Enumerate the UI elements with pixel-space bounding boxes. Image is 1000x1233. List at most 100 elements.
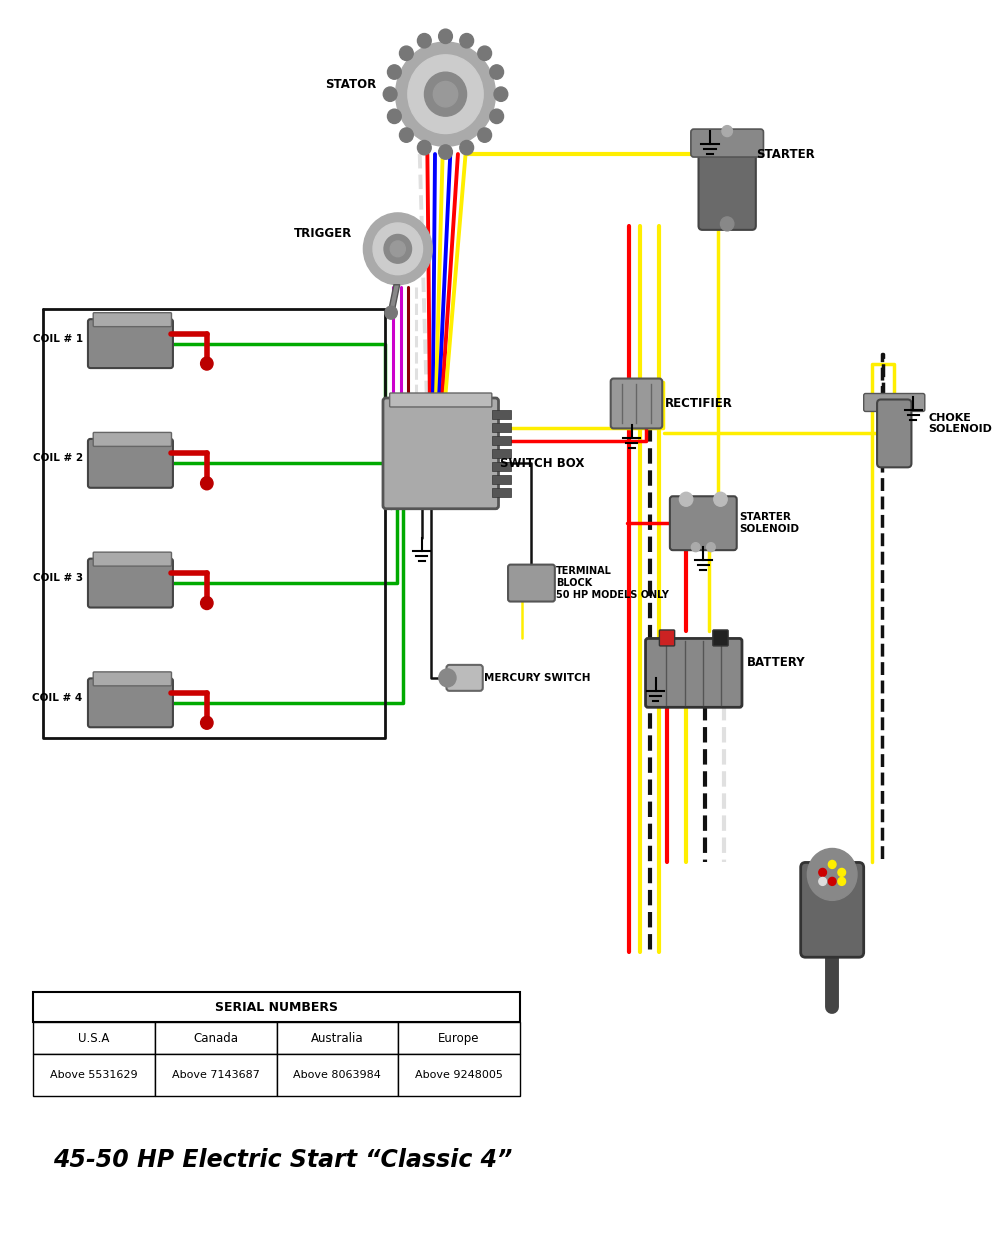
Text: Above 9248005: Above 9248005 — [415, 1070, 503, 1080]
Circle shape — [828, 878, 836, 885]
FancyBboxPatch shape — [398, 1022, 520, 1054]
Polygon shape — [388, 285, 400, 313]
FancyBboxPatch shape — [699, 145, 756, 229]
FancyBboxPatch shape — [93, 313, 171, 327]
FancyBboxPatch shape — [611, 379, 662, 428]
FancyBboxPatch shape — [877, 399, 911, 467]
Circle shape — [722, 126, 732, 137]
FancyBboxPatch shape — [801, 862, 864, 957]
Circle shape — [807, 848, 857, 900]
Circle shape — [439, 30, 452, 43]
Circle shape — [439, 668, 456, 687]
FancyBboxPatch shape — [446, 665, 483, 690]
Circle shape — [828, 861, 836, 868]
Text: COIL # 4: COIL # 4 — [32, 693, 83, 703]
Text: CHOKE
SOLENOID: CHOKE SOLENOID — [929, 413, 992, 434]
Circle shape — [460, 141, 474, 155]
FancyBboxPatch shape — [492, 488, 511, 497]
Text: TERMINAL
BLOCK
50 HP MODELS ONLY: TERMINAL BLOCK 50 HP MODELS ONLY — [556, 566, 669, 599]
FancyBboxPatch shape — [88, 559, 173, 608]
Circle shape — [819, 868, 826, 877]
FancyBboxPatch shape — [492, 462, 511, 471]
Text: Above 5531629: Above 5531629 — [50, 1070, 138, 1080]
FancyBboxPatch shape — [33, 1054, 155, 1096]
Text: MERCURY SWITCH: MERCURY SWITCH — [484, 673, 590, 683]
Text: COIL # 1: COIL # 1 — [33, 334, 83, 344]
FancyBboxPatch shape — [155, 1054, 277, 1096]
Circle shape — [363, 213, 432, 285]
FancyBboxPatch shape — [33, 1022, 155, 1054]
Circle shape — [478, 46, 492, 60]
Circle shape — [460, 33, 474, 48]
Circle shape — [424, 73, 467, 116]
Circle shape — [714, 492, 727, 507]
Circle shape — [201, 597, 213, 609]
FancyBboxPatch shape — [713, 630, 728, 646]
Text: BATTERY: BATTERY — [747, 656, 806, 670]
Text: RECTIFIER: RECTIFIER — [665, 397, 733, 411]
Circle shape — [490, 65, 504, 79]
Text: STATOR: STATOR — [326, 78, 377, 91]
Circle shape — [201, 716, 213, 729]
FancyBboxPatch shape — [88, 678, 173, 727]
FancyBboxPatch shape — [398, 1054, 520, 1096]
Text: STARTER: STARTER — [756, 148, 815, 160]
FancyBboxPatch shape — [508, 565, 555, 602]
Circle shape — [383, 88, 397, 101]
FancyBboxPatch shape — [390, 393, 492, 407]
Circle shape — [439, 144, 452, 159]
FancyBboxPatch shape — [383, 398, 499, 509]
Circle shape — [399, 128, 413, 142]
FancyBboxPatch shape — [492, 449, 511, 459]
FancyBboxPatch shape — [93, 552, 171, 566]
Circle shape — [838, 878, 846, 885]
FancyBboxPatch shape — [277, 1022, 398, 1054]
Text: Canada: Canada — [193, 1032, 238, 1044]
FancyBboxPatch shape — [93, 672, 171, 686]
Text: Australia: Australia — [311, 1032, 364, 1044]
Text: TRIGGER: TRIGGER — [294, 227, 352, 240]
Circle shape — [201, 358, 213, 370]
FancyBboxPatch shape — [155, 1022, 277, 1054]
FancyBboxPatch shape — [659, 630, 675, 646]
Circle shape — [819, 878, 826, 885]
FancyBboxPatch shape — [492, 411, 511, 419]
Circle shape — [679, 492, 693, 507]
Text: SERIAL NUMBERS: SERIAL NUMBERS — [215, 1001, 338, 1014]
FancyBboxPatch shape — [88, 439, 173, 488]
FancyBboxPatch shape — [691, 129, 763, 157]
FancyBboxPatch shape — [88, 319, 173, 369]
Circle shape — [396, 42, 495, 147]
Text: COIL # 2: COIL # 2 — [33, 454, 83, 464]
Text: Above 7143687: Above 7143687 — [172, 1070, 260, 1080]
Circle shape — [490, 110, 504, 123]
Circle shape — [720, 217, 734, 231]
Circle shape — [417, 33, 431, 48]
Circle shape — [387, 65, 401, 79]
Circle shape — [408, 54, 483, 133]
Text: 45-50 HP Electric Start “Classic 4”: 45-50 HP Electric Start “Classic 4” — [54, 1148, 513, 1171]
FancyBboxPatch shape — [864, 393, 925, 412]
Circle shape — [385, 306, 397, 319]
Circle shape — [494, 88, 508, 101]
Circle shape — [691, 543, 700, 551]
Circle shape — [433, 81, 458, 107]
Circle shape — [707, 543, 715, 551]
Text: SWITCH BOX: SWITCH BOX — [500, 457, 584, 470]
Circle shape — [399, 46, 413, 60]
FancyBboxPatch shape — [33, 993, 520, 1022]
FancyBboxPatch shape — [277, 1054, 398, 1096]
FancyBboxPatch shape — [492, 475, 511, 485]
Text: Above 8063984: Above 8063984 — [293, 1070, 381, 1080]
Text: Europe: Europe — [438, 1032, 480, 1044]
FancyBboxPatch shape — [93, 433, 171, 446]
Text: COIL # 3: COIL # 3 — [33, 573, 83, 583]
Circle shape — [838, 868, 846, 877]
Circle shape — [417, 141, 431, 155]
Circle shape — [201, 477, 213, 490]
Circle shape — [373, 223, 423, 275]
Circle shape — [478, 128, 492, 142]
FancyBboxPatch shape — [670, 496, 737, 550]
FancyBboxPatch shape — [492, 436, 511, 445]
Circle shape — [390, 240, 405, 256]
